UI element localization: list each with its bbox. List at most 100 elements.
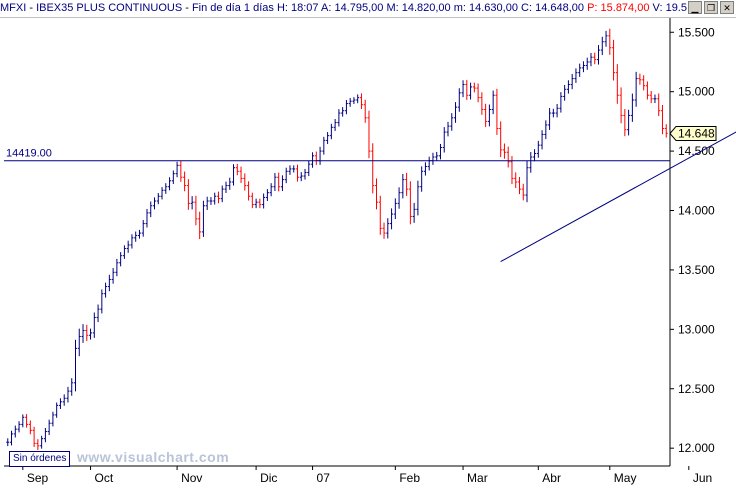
y-axis: 12.000 12.500 13.000 13.500 14.000 14.500 15.0… <box>669 18 715 466</box>
ohlc-bar <box>168 177 172 191</box>
ohlc-bar <box>179 160 183 182</box>
y-tick-label: 12.500 <box>678 382 715 396</box>
ohlc-bar <box>363 99 367 123</box>
restore-button[interactable]: ❐ <box>704 1 718 14</box>
ohlc-bar <box>390 208 394 230</box>
ohlc-bar <box>115 258 119 277</box>
ohlc-bar <box>487 104 491 127</box>
ohlc-bar <box>164 183 168 194</box>
ohlc-bar <box>386 218 390 239</box>
chart-header: MFXI - IBEX35 PLUS CONTINUOUS - Fin de d… <box>0 0 736 18</box>
ohlc-bar <box>269 183 273 197</box>
ohlc-bar <box>593 52 597 65</box>
ohlc-bar <box>186 179 190 210</box>
ohlc-bar <box>137 229 141 239</box>
ohlc-bar <box>502 143 506 159</box>
ohlc-bar <box>548 108 552 130</box>
x-tick-label: Sep <box>27 471 49 485</box>
y-tick-label: 13.000 <box>678 322 715 336</box>
p-value: P: 15.874,00 <box>587 2 650 14</box>
ohlc-bar <box>216 191 220 204</box>
watermark-text: www.visualchart.com <box>77 449 230 465</box>
ohlc-bar <box>454 102 458 123</box>
y-tick-label: 14.500 <box>678 144 715 158</box>
ohlc-bar <box>258 198 262 209</box>
ohlc-bar <box>544 120 548 140</box>
ohlc-bar <box>149 201 153 218</box>
ohlc-bar <box>220 185 224 203</box>
high-value: M: 14.820,00 <box>386 2 451 14</box>
ohlc-bar <box>608 28 612 55</box>
ohlc-bar <box>506 146 510 168</box>
ohlc-bar <box>566 80 570 94</box>
ohlc-bar <box>341 107 345 117</box>
price-chart[interactable]: 12.000 12.500 13.000 13.500 14.000 14.500 15.0… <box>0 18 736 489</box>
ohlc-bar <box>397 187 401 209</box>
ohlc-bar <box>615 64 619 104</box>
orders-button[interactable]: Sin órdenes <box>9 451 71 467</box>
ohlc-bar <box>412 202 416 223</box>
ohlc-bar <box>581 61 585 73</box>
ohlc-bar <box>630 93 634 122</box>
ohlc-bar <box>32 426 36 447</box>
ohlc-bar <box>623 109 627 137</box>
low-value: m: 14.630,00 <box>453 2 518 14</box>
ohlc-bar <box>337 109 341 127</box>
ohlc-bar <box>119 252 123 267</box>
close-button[interactable]: ✕ <box>720 1 734 14</box>
ohlc-bar <box>408 181 412 225</box>
ohlc-bar <box>442 127 446 153</box>
x-tick-label: Abr <box>542 471 561 485</box>
ohlc-bar <box>420 166 424 192</box>
ohlc-bar <box>378 195 382 235</box>
ohlc-bar <box>10 430 14 446</box>
ohlc-bar <box>228 177 232 190</box>
ohlc-bar <box>318 146 322 165</box>
ohlc-bar <box>484 103 488 128</box>
ohlc-bar <box>111 268 115 284</box>
ohlc-bar <box>17 421 21 433</box>
ohlc-bar <box>619 87 623 124</box>
ohlc-bar <box>551 108 555 118</box>
ohlc-bar <box>47 419 51 436</box>
minimize-button[interactable]: ▁ <box>688 1 702 14</box>
ohlc-bar <box>457 88 461 112</box>
ohlc-bar <box>21 414 25 428</box>
ohlc-bar <box>480 92 484 115</box>
ohlc-bars <box>6 28 668 451</box>
ohlc-bar <box>627 109 631 136</box>
ohlc-bar <box>209 197 213 205</box>
ohlc-bar <box>352 97 356 105</box>
ohlc-bar <box>375 178 379 210</box>
ohlc-bar <box>574 68 578 83</box>
ohlc-bar <box>175 161 179 178</box>
ohlc-bar <box>156 193 160 205</box>
x-tick-label: Nov <box>181 471 202 485</box>
ohlc-bar <box>62 394 66 406</box>
instrument-name: IBEX35 PLUS CONTINUOUS <box>36 2 183 14</box>
ohlc-bar <box>653 94 657 104</box>
ohlc-bar <box>307 160 311 177</box>
ohlc-bar <box>104 282 108 298</box>
ohlc-bar <box>600 36 604 56</box>
ohlc-bar <box>450 113 454 131</box>
ohlc-bar <box>465 79 469 100</box>
ohlc-bar <box>224 181 228 194</box>
ohlc-bar <box>359 93 363 110</box>
ohlc-bar <box>284 167 288 184</box>
ohlc-bar <box>423 162 427 176</box>
ohlc-bar <box>555 104 559 118</box>
ohlc-bar <box>521 183 525 201</box>
ohlc-bar <box>288 165 292 175</box>
ohlc-bar <box>356 94 360 104</box>
x-axis: SepOctNovDic07FebMarAbrMayJunJul <box>4 465 712 485</box>
y-tick-label: 15.500 <box>678 25 715 39</box>
ohlc-bar <box>612 39 616 81</box>
ohlc-bar <box>130 234 134 249</box>
ohlc-bar <box>499 121 503 158</box>
ohlc-bar <box>247 181 251 201</box>
y-tick-label: 13.500 <box>678 263 715 277</box>
ohlc-bar <box>36 439 40 451</box>
ohlc-bar <box>348 97 352 107</box>
